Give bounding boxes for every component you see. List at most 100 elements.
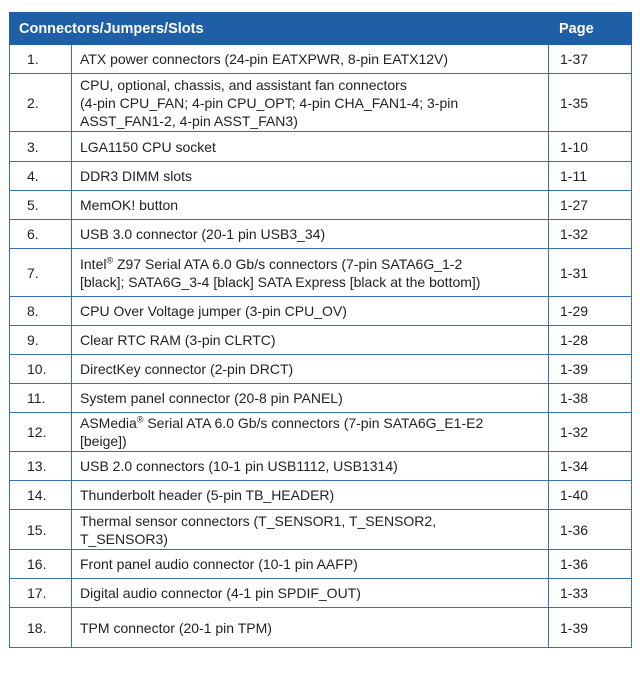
table-row: 1. ATX power connectors (24-pin EATXPWR, … [9,44,633,74]
row-number: 5. [9,190,72,220]
description-line: Thunderbolt header (5-pin TB_HEADER) [80,487,335,503]
table-row: 2. CPU, optional, chassis, and assistant … [9,73,633,132]
row-page: 1-39 [548,607,633,648]
table-row: 6. USB 3.0 connector (20-1 pin USB3_34) 1-… [9,219,633,249]
table-row: 17. Digital audio connector (4-1 pin SPDI… [9,578,633,608]
row-description: USB 3.0 connector (20-1 pin USB3_34) [70,219,550,249]
table-body: 1. ATX power connectors (24-pin EATXPWR, … [9,44,633,648]
description-line: Clear RTC RAM (3-pin CLRTC) [80,332,276,348]
table-row: 12. ASMedia® Serial ATA 6.0 Gb/s connecto… [9,412,633,452]
row-page: 1-33 [548,578,633,608]
table-row: 7. Intel® Z97 Serial ATA 6.0 Gb/s connect… [9,248,633,297]
row-description: DirectKey connector (2-pin DRCT) [70,354,550,384]
description-line: (4-pin CPU_FAN; 4-pin CPU_OPT; 4-pin CHA… [80,94,459,111]
row-description: ATX power connectors (24-pin EATXPWR, 8-… [70,44,550,74]
row-number: 12. [9,412,72,452]
row-description: Digital audio connector (4-1 pin SPDIF_O… [70,578,550,608]
row-description: Front panel audio connector (10-1 pin AA… [70,549,550,579]
description-line: USB 2.0 connectors (10-1 pin USB1112, US… [80,458,398,474]
description-line: MemOK! button [80,197,179,213]
row-description: TPM connector (20-1 pin TPM) [70,607,550,648]
row-number: 9. [9,325,72,355]
row-number: 15. [9,509,72,550]
header-title: Connectors/Jumpers/Slots [8,12,550,45]
row-number: 14. [9,480,72,510]
row-number: 1. [9,44,72,74]
description-line: System panel connector (20-8 pin PANEL) [80,390,343,406]
row-description: System panel connector (20-8 pin PANEL) [70,383,550,413]
row-number: 3. [9,131,72,162]
row-description: MemOK! button [70,190,550,220]
description-line: [beige]) [80,433,127,449]
row-description: Thunderbolt header (5-pin TB_HEADER) [70,480,550,510]
table-row: 18. TPM connector (20-1 pin TPM) 1-39 [9,607,633,648]
description-line: CPU, optional, chassis, and assistant fa… [80,76,407,93]
description-line: Digital audio connector (4-1 pin SPDIF_O… [80,585,361,601]
description-line: USB 3.0 connector (20-1 pin USB3_34) [80,226,326,242]
table-row: 11. System panel connector (20-8 pin PANE… [9,383,633,413]
row-page: 1-38 [548,383,633,413]
row-page: 1-36 [548,549,633,579]
row-description: Thermal sensor connectors (T_SENSOR1, T_… [70,509,550,550]
table-row: 9. Clear RTC RAM (3-pin CLRTC) 1-28 [9,325,633,355]
row-number: 4. [9,161,72,191]
row-number: 13. [9,451,72,481]
row-number: 11. [9,383,72,413]
row-page: 1-40 [548,480,633,510]
description-line: CPU Over Voltage jumper (3-pin CPU_OV) [80,303,347,319]
row-description: Intel® Z97 Serial ATA 6.0 Gb/s connector… [70,248,550,297]
row-page: 1-32 [548,219,633,249]
row-page: 1-29 [548,296,633,326]
description-line: DirectKey connector (2-pin DRCT) [80,361,294,377]
description-line: LGA1150 CPU socket [80,138,216,155]
row-number: 8. [9,296,72,326]
table-row: 8. CPU Over Voltage jumper (3-pin CPU_OV)… [9,296,633,326]
row-number: 17. [9,578,72,608]
description-line: T_SENSOR3) [80,530,168,547]
row-description: Clear RTC RAM (3-pin CLRTC) [70,325,550,355]
description-line: ASST_FAN1-2, 4-pin ASST_FAN3) [80,112,298,129]
row-page: 1-10 [548,131,633,162]
table-row: 3. LGA1150 CPU socket 1-10 [9,131,633,162]
row-description: USB 2.0 connectors (10-1 pin USB1112, US… [70,451,550,481]
row-number: 6. [9,219,72,249]
row-page: 1-35 [548,73,633,132]
row-number: 16. [9,549,72,579]
row-page: 1-28 [548,325,633,355]
description-line: TPM connector (20-1 pin TPM) [80,619,272,636]
description-line: [black]; SATA6G_3-4 [black] SATA Express… [80,273,481,290]
row-description: CPU Over Voltage jumper (3-pin CPU_OV) [70,296,550,326]
row-number: 18. [9,607,72,648]
row-number: 2. [9,73,72,132]
row-page: 1-39 [548,354,633,384]
row-description: CPU, optional, chassis, and assistant fa… [70,73,550,132]
row-page: 1-11 [548,161,633,191]
table-row: 14. Thunderbolt header (5-pin TB_HEADER) 1… [9,480,633,510]
table-row: 10. DirectKey connector (2-pin DRCT) 1-39 [9,354,633,384]
row-page: 1-36 [548,509,633,550]
description-line: DDR3 DIMM slots [80,168,193,184]
table-row: 4. DDR3 DIMM slots 1-11 [9,161,633,191]
table-header-row: Connectors/Jumpers/Slots Page [8,12,633,45]
row-description: DDR3 DIMM slots [70,161,550,191]
table-row: 13. USB 2.0 connectors (10-1 pin USB1112,… [9,451,633,481]
description-line: ATX power connectors (24-pin EATXPWR, 8-… [80,51,449,67]
row-page: 1-31 [548,248,633,297]
row-page: 1-27 [548,190,633,220]
row-page: 1-37 [548,44,633,74]
description-line: Front panel audio connector (10-1 pin AA… [80,556,358,572]
row-page: 1-32 [548,412,633,452]
row-number: 10. [9,354,72,384]
row-number: 7. [9,248,72,297]
row-description: LGA1150 CPU socket [70,131,550,162]
table-row: 15. Thermal sensor connectors (T_SENSOR1,… [9,509,633,550]
table-row: 16. Front panel audio connector (10-1 pin… [9,549,633,579]
table-row: 5. MemOK! button 1-27 [9,190,633,220]
connectors-table: Connectors/Jumpers/Slots Page 1. ATX powe… [8,12,633,648]
connectors-table-container: Connectors/Jumpers/Slots Page 1. ATX powe… [8,12,633,648]
row-page: 1-34 [548,451,633,481]
description-line: ASMedia® Serial ATA 6.0 Gb/s connectors … [80,414,484,431]
header-page: Page [548,12,633,45]
description-line: Thermal sensor connectors (T_SENSOR1, T_… [80,512,437,529]
row-description: ASMedia® Serial ATA 6.0 Gb/s connectors … [70,412,550,452]
